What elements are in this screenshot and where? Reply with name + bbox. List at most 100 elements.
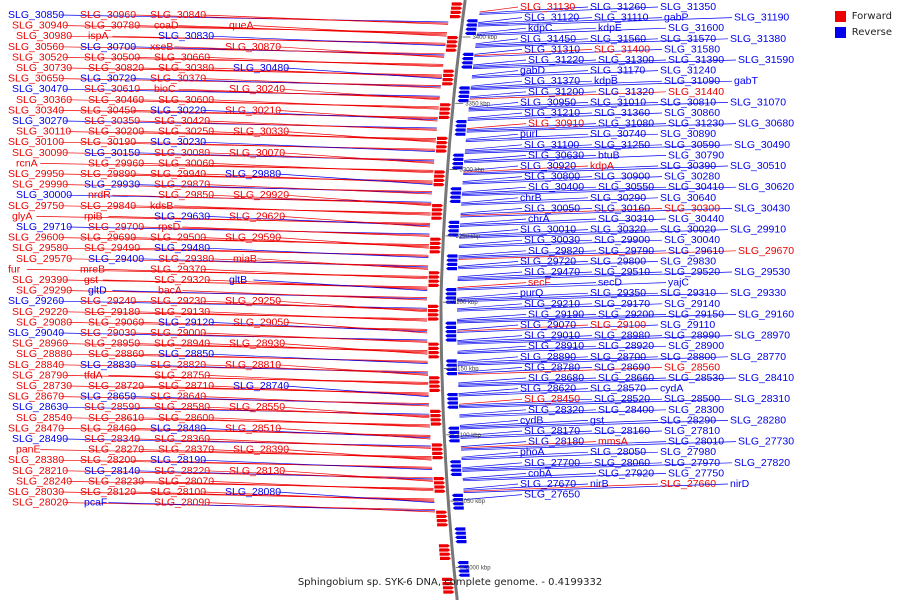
left-gene-label: xseB — [150, 41, 173, 53]
right-gene-label: purQ — [520, 287, 543, 299]
right-gene-label: SLG_30590 — [664, 139, 720, 151]
right-gene-label: SLG_31080 — [598, 118, 654, 130]
reverse-gene-arrow — [452, 162, 463, 166]
left-gene-label: SLG_28210 — [12, 465, 68, 477]
right-leader-line — [457, 324, 519, 331]
left-leader-line — [140, 258, 429, 268]
right-leader-line — [464, 144, 733, 154]
right-gene-label: SLG_28320 — [528, 404, 584, 416]
right-gene-label: SLG_30810 — [660, 96, 716, 108]
right-leader-line — [461, 451, 659, 460]
left-gene-label: SLG_29620 — [229, 210, 285, 222]
right-leader-line — [460, 441, 667, 450]
reverse-gene-arrow — [448, 426, 459, 430]
right-leader-line — [457, 271, 733, 281]
right-leader-line — [457, 261, 659, 270]
reverse-gene-arrow — [445, 296, 457, 300]
left-leader-line — [206, 247, 429, 258]
right-leader-line — [456, 303, 523, 310]
reverse-gene-arrow — [458, 573, 470, 577]
left-gene-label: SLG_28230 — [88, 475, 144, 487]
right-leader-line — [479, 6, 589, 14]
right-gene-label: SLG_30490 — [734, 139, 790, 151]
right-leader-line — [459, 229, 519, 235]
forward-gene-arrow — [433, 178, 445, 182]
forward-gene-arrow — [439, 111, 451, 115]
left-gene-label: SLG_30060 — [158, 157, 214, 169]
left-gene-label: SLG_28370 — [158, 444, 214, 456]
left-leader-line — [206, 120, 437, 131]
left-leader-line — [140, 417, 430, 427]
left-leader-line — [132, 14, 449, 24]
right-leader-line — [458, 250, 597, 258]
right-leader-line — [472, 70, 519, 76]
right-gene-label: SLG_29110 — [660, 319, 715, 331]
right-gene-label: SLG_31220 — [528, 54, 584, 66]
forward-gene-arrow — [432, 447, 443, 451]
forward-gene-arrow — [432, 451, 444, 455]
right-leader-line — [460, 208, 523, 214]
forward-gene-arrow — [445, 48, 457, 52]
forward-swatch — [834, 10, 846, 22]
forward-gene-arrow — [443, 590, 455, 594]
left-leader-line — [60, 332, 428, 341]
left-leader-line — [253, 279, 428, 291]
left-gene-label: pcaF — [84, 497, 107, 509]
left-leader-line — [206, 502, 436, 513]
reverse-gene-arrow — [445, 292, 457, 296]
right-gene-label: SLG_29350 — [590, 287, 646, 299]
left-gene-label: SLG_28940 — [154, 338, 210, 350]
left-gene-label: SLG_30520 — [12, 51, 68, 63]
left-gene-label: SLG_28600 — [158, 412, 214, 424]
left-leader-line — [202, 269, 428, 280]
right-gene-label: SLG_30440 — [668, 213, 724, 225]
left-gene-label: SLG_29850 — [158, 189, 214, 201]
left-gene-label: SLG_28790 — [12, 369, 68, 381]
right-leader-line — [473, 59, 597, 67]
forward-gene-arrow — [436, 149, 447, 153]
left-leader-line — [132, 332, 428, 342]
right-gene-label: SLG_28990 — [664, 330, 720, 342]
left-leader-line — [202, 459, 433, 470]
left-gene-label: SLG_28550 — [229, 401, 285, 413]
right-gene-label: cydA — [660, 383, 683, 395]
right-gene-label: SLG_30620 — [738, 181, 794, 193]
forward-gene-arrow — [439, 548, 451, 552]
reverse-gene-arrow — [445, 288, 457, 292]
right-gene-label: SLG_30290 — [590, 192, 646, 204]
right-gene-label: SLG_30020 — [660, 224, 716, 236]
right-gene-label: SLG_28280 — [730, 414, 786, 426]
forward-gene-arrow — [428, 275, 440, 279]
right-gene-label: SLG_31320 — [598, 86, 654, 98]
backbone-arc — [439, 0, 467, 600]
right-gene-label: SLG_29610 — [668, 245, 724, 257]
left-leader-line — [132, 110, 438, 119]
right-leader-line — [469, 91, 597, 99]
right-leader-line — [465, 133, 659, 142]
left-gene-label: miaB — [233, 253, 257, 265]
left-gene-label: SLG_30270 — [12, 115, 68, 127]
left-leader-line — [60, 173, 433, 182]
right-leader-line — [459, 229, 659, 238]
left-leader-line — [277, 491, 435, 503]
right-leader-line — [457, 303, 593, 311]
right-leader-line — [463, 165, 519, 172]
right-leader-line — [467, 112, 663, 121]
right-gene-label: SLG_29200 — [598, 308, 654, 320]
reverse-gene-arrow — [447, 405, 459, 409]
forward-gene-arrow — [442, 586, 454, 590]
left-gene-label: SLG_30840 — [150, 9, 206, 21]
left-gene-label: SLG_30200 — [88, 126, 144, 138]
right-leader-line — [460, 430, 663, 439]
left-gene-label: SLG_28460 — [80, 422, 136, 434]
left-gene-label: SLG_30350 — [84, 115, 140, 127]
right-gene-label: SLG_31240 — [660, 65, 716, 77]
right-gene-label: SLG_31200 — [528, 86, 584, 98]
left-gene-label: SLG_28810 — [225, 359, 281, 371]
forward-gene-arrow — [429, 384, 441, 388]
right-leader-line — [457, 356, 659, 365]
forward-gene-arrow — [428, 271, 440, 275]
right-gene-label: SLG_31370 — [524, 75, 580, 87]
right-gene-label: nirD — [730, 478, 750, 490]
right-gene-label: SLG_30310 — [598, 213, 654, 225]
